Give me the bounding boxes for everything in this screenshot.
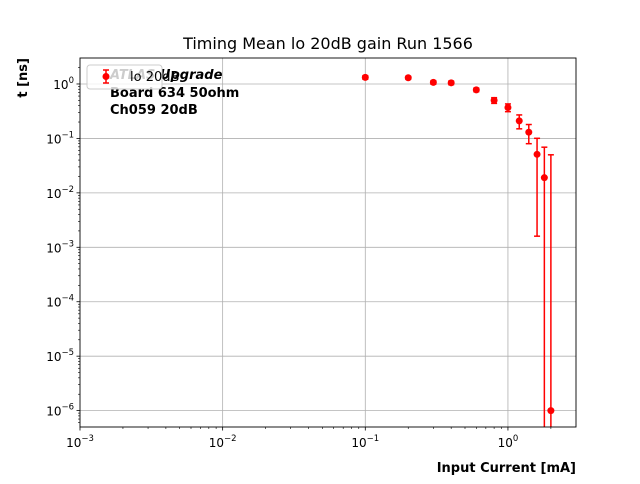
grid-lines: [80, 58, 576, 427]
data-point: [515, 117, 523, 125]
data-point: [472, 86, 480, 94]
chart-title: Timing Mean lo 20dB gain Run 1566: [182, 34, 473, 53]
x-tick-label: 10−3: [66, 434, 94, 450]
legend-label: lo 20dB: [130, 70, 179, 85]
data-point: [540, 174, 548, 182]
annotation-line-2: Board 634 50ohm: [110, 86, 239, 101]
data-point: [533, 150, 541, 158]
data-point: [361, 73, 369, 81]
data-point: [547, 407, 555, 415]
data-point: [429, 78, 437, 86]
y-tick-label: 10−6: [46, 403, 74, 419]
x-tick-label: 10−1: [351, 434, 379, 450]
data-point: [490, 96, 498, 104]
legend-marker: [102, 73, 110, 80]
y-tick-label: 10−2: [46, 185, 74, 201]
y-tick-label: 10−5: [46, 348, 74, 364]
y-tick-label: 100: [53, 76, 74, 92]
axis-ticks: 10−3 10−2 10−1 100 10−6 10−5 10−4 10−3 10−2 10−1 1…: [46, 67, 552, 450]
y-tick-label: 10−4: [46, 294, 74, 310]
data-point: [404, 74, 412, 82]
legend: lo 20dB: [86, 64, 179, 90]
data-point: [504, 103, 512, 111]
y-axis-label: t [ns]: [16, 58, 31, 98]
x-axis-label: Input Current [mA]: [437, 461, 576, 476]
x-tick-label: 100: [498, 434, 519, 450]
annotation-line-3: Ch059 20dB: [110, 103, 198, 118]
x-tick-label: 10−2: [209, 434, 237, 450]
data-point: [447, 79, 455, 87]
y-tick-label: 10−3: [46, 239, 74, 255]
y-tick-label: 10−1: [46, 130, 74, 146]
data-series: [361, 73, 555, 427]
plot-frame: [79, 57, 577, 428]
data-point: [525, 128, 533, 136]
